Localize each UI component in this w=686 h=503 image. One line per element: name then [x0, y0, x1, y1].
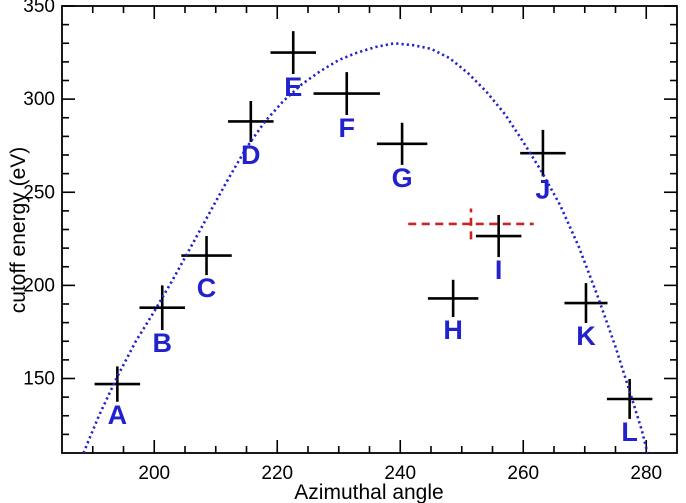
x-tick-label: 220	[261, 463, 293, 484]
plot-content: 200 220 240 260 280 150 200 250 300 350 A BC D E F G H I J…	[23, 0, 678, 484]
y-tick-label: 350	[23, 0, 55, 17]
point-label-E: E	[284, 72, 302, 102]
y-tick-label: 200	[23, 275, 55, 296]
x-tick-label: 280	[630, 463, 662, 484]
point-label-B: B	[152, 328, 172, 358]
y-tick-label: 300	[23, 89, 55, 110]
point-label-K: K	[576, 321, 596, 351]
y-tick-label: 150	[23, 369, 55, 390]
plot-frame	[61, 5, 678, 454]
point-label-H: H	[443, 315, 463, 345]
point-label-L: L	[621, 417, 638, 447]
point-label-D: D	[241, 140, 261, 170]
point-label-C: C	[197, 273, 217, 303]
x-tick-label: 260	[507, 463, 539, 484]
fit-curve	[82, 41, 649, 454]
point-label-F: F	[338, 113, 355, 143]
point-label-J: J	[535, 174, 550, 204]
x-tick-label: 200	[138, 463, 170, 484]
point-label-G: G	[392, 163, 413, 193]
x-tick-label: 240	[384, 463, 416, 484]
x-axis-title: Azimuthal angle	[294, 481, 443, 503]
y-tick-label: 250	[23, 182, 55, 203]
point-label-I: I	[495, 255, 503, 285]
y-axis-title: cutoff energy (eV)	[7, 147, 30, 314]
point-label-A: A	[108, 400, 128, 430]
